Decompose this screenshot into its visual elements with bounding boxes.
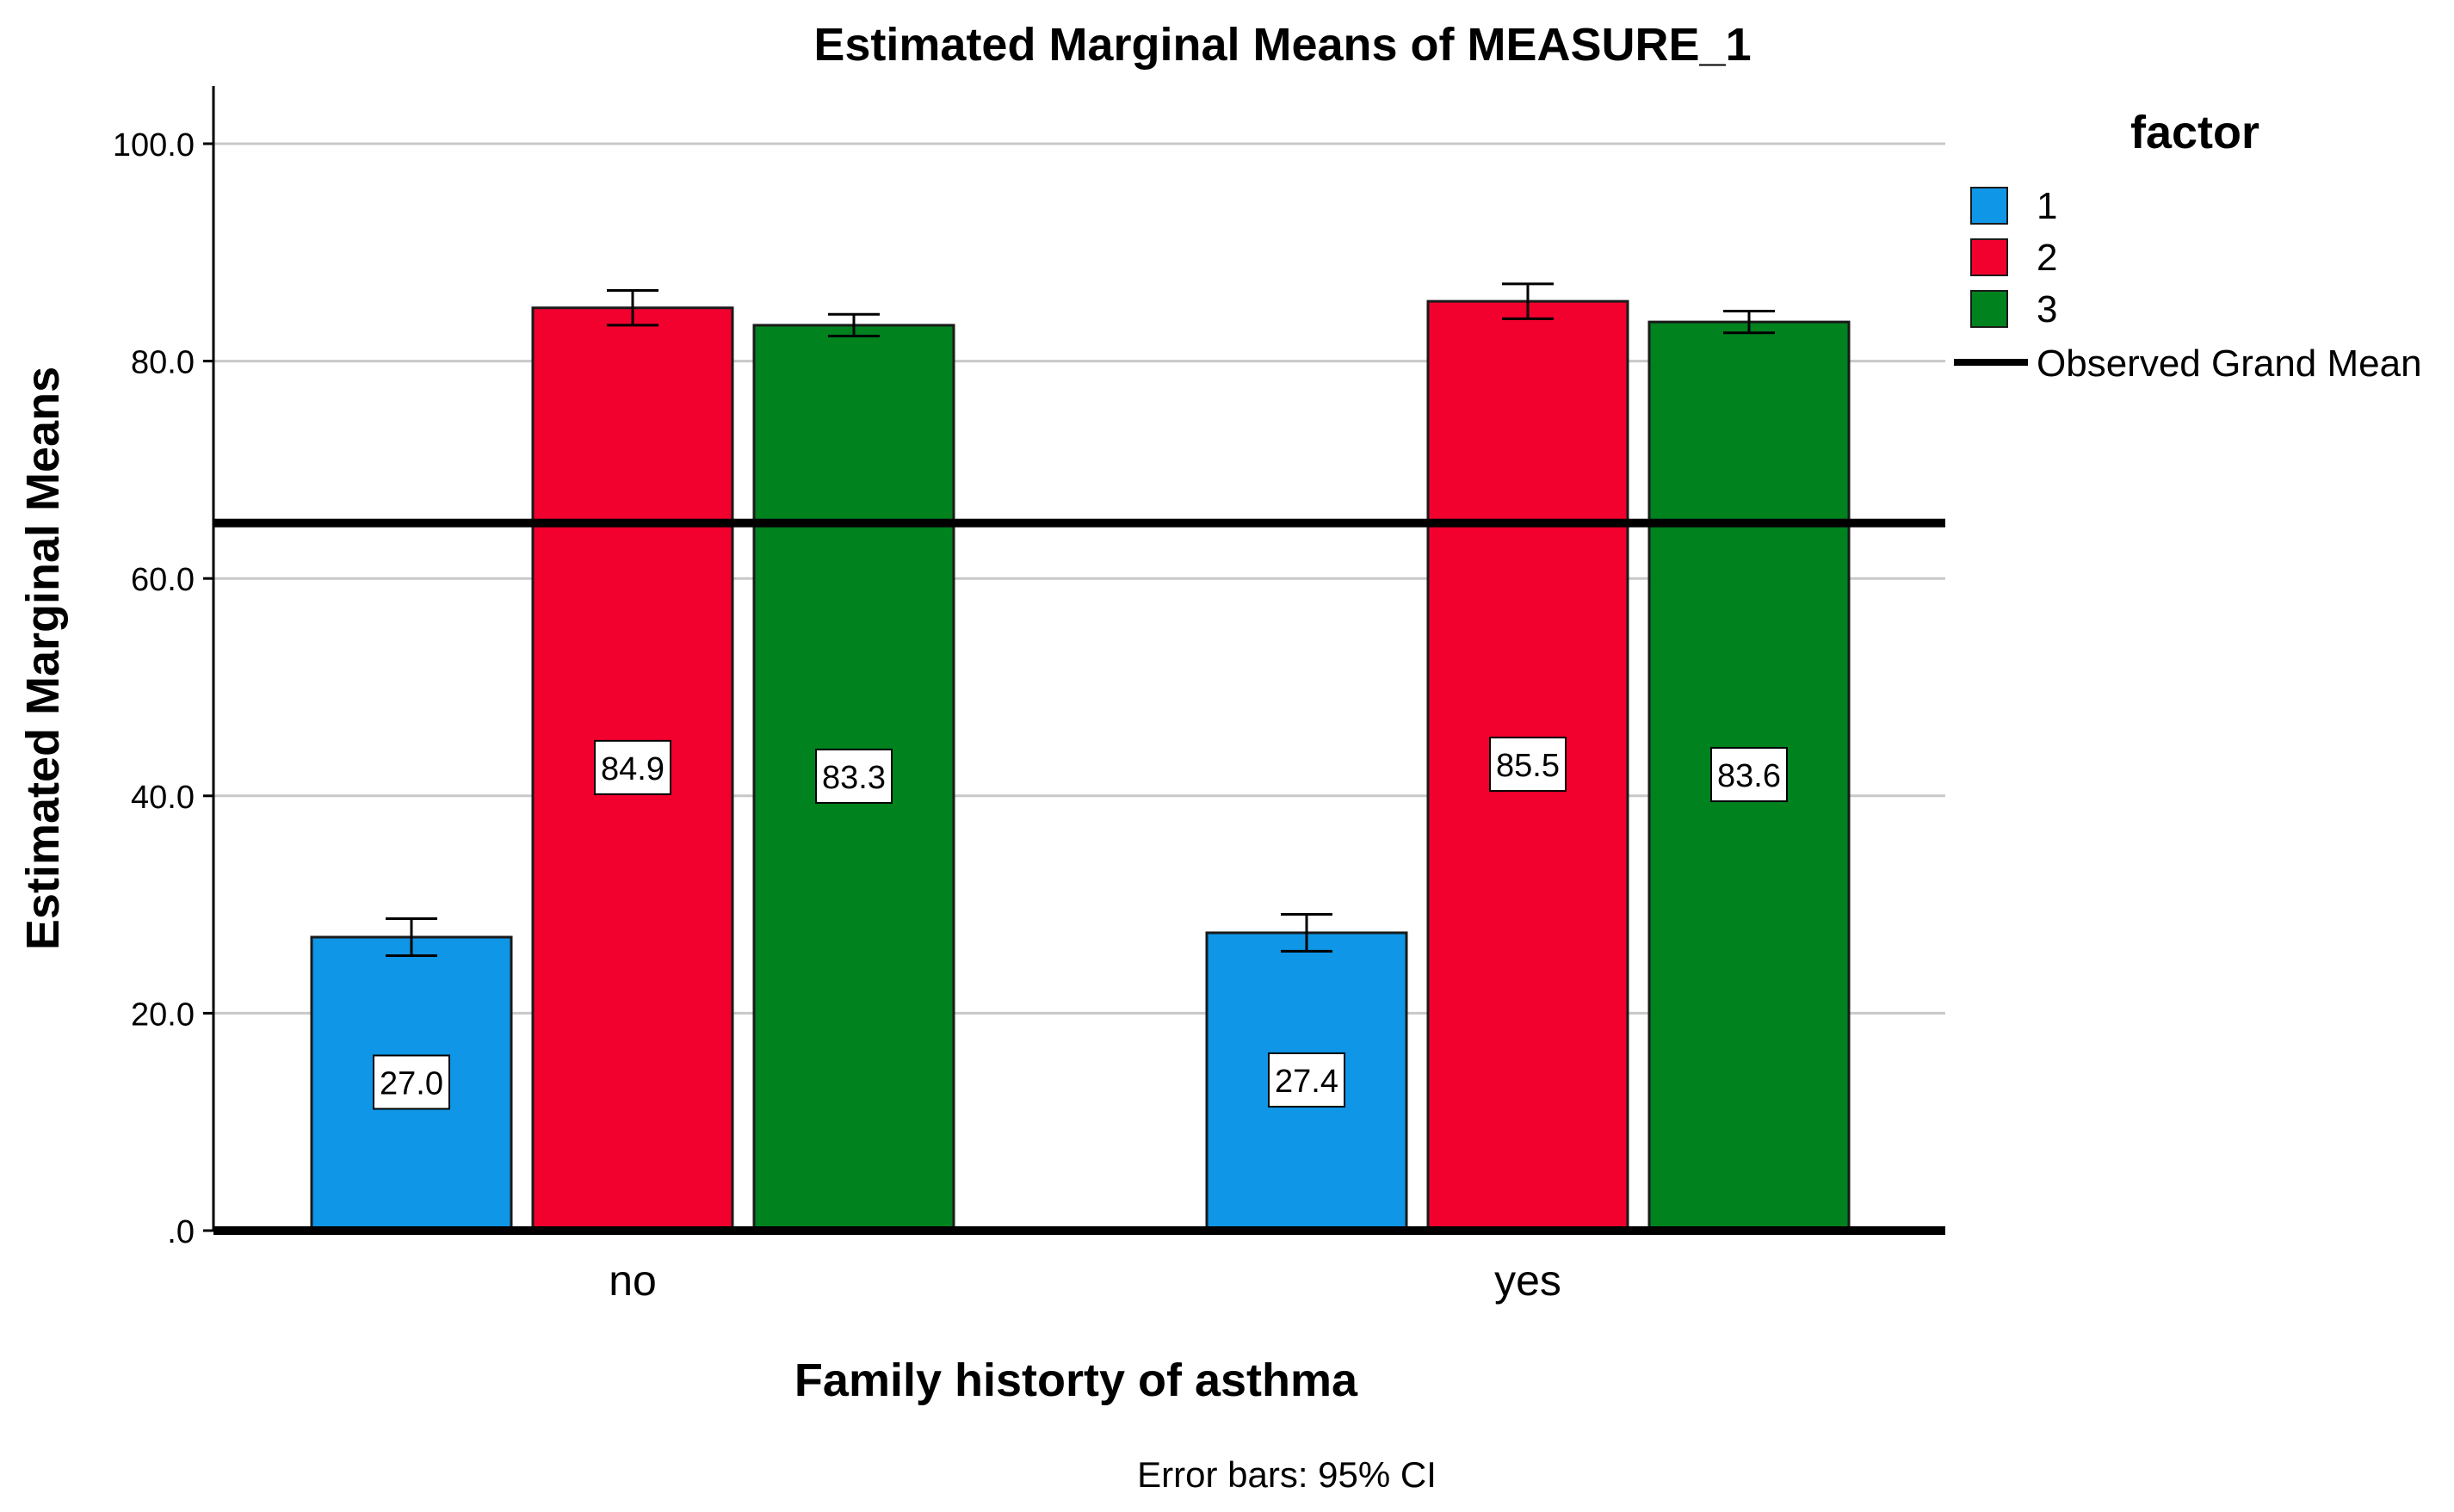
data-label-box xyxy=(594,739,671,795)
x-category-label: no xyxy=(609,1256,657,1305)
data-label: 27.0 xyxy=(380,1065,443,1102)
legend-label: 3 xyxy=(2037,288,2057,330)
y-axis: .0 20.0 40.0 60.0 80.0 100.0 xyxy=(113,86,215,1250)
bars: 27.0 27.4 84.9 85.5 83.3 83.6 xyxy=(213,282,1945,1232)
data-label-box xyxy=(1710,747,1788,803)
legend-title: factor xyxy=(2130,107,2259,158)
x-axis-label: Family historty of asthma xyxy=(794,1355,1358,1406)
y-tick-label: 60.0 xyxy=(131,562,195,598)
y-tick-label: 40.0 xyxy=(131,780,195,816)
y-tick-label: 100.0 xyxy=(113,127,195,164)
legend-grand-mean-label: Observed Grand Mean xyxy=(2037,343,2422,385)
x-axis: no yes xyxy=(213,1226,1945,1305)
y-tick-label: 20.0 xyxy=(131,997,195,1033)
legend-swatch xyxy=(1970,187,2008,225)
data-label: 84.9 xyxy=(601,751,664,787)
data-label: 83.6 xyxy=(1717,758,1781,794)
legend-swatch xyxy=(1970,238,2008,276)
legend-swatch xyxy=(1970,290,2008,328)
footnote: Error bars: 95% CI xyxy=(1137,1454,1437,1495)
data-label: 27.4 xyxy=(1275,1064,1338,1100)
data-label-box xyxy=(815,748,893,804)
legend-label: 2 xyxy=(2037,237,2057,279)
x-category-label: yes xyxy=(1494,1256,1561,1305)
y-tick-label: .0 xyxy=(167,1214,195,1250)
data-label-box xyxy=(373,1054,450,1110)
data-label: 85.5 xyxy=(1496,748,1560,784)
y-tick-label: 80.0 xyxy=(131,345,195,381)
data-label-box xyxy=(1489,737,1567,793)
y-axis-label: Estimated Marginal Means xyxy=(17,367,69,950)
legend-label: 1 xyxy=(2037,185,2057,227)
legend: factor 1 2 3 Observed Grand Mean xyxy=(1954,107,2422,385)
data-label-box xyxy=(1268,1052,1345,1108)
data-label: 83.3 xyxy=(822,760,886,796)
chart-title: Estimated Marginal Means of MEASURE_1 xyxy=(813,19,1751,71)
